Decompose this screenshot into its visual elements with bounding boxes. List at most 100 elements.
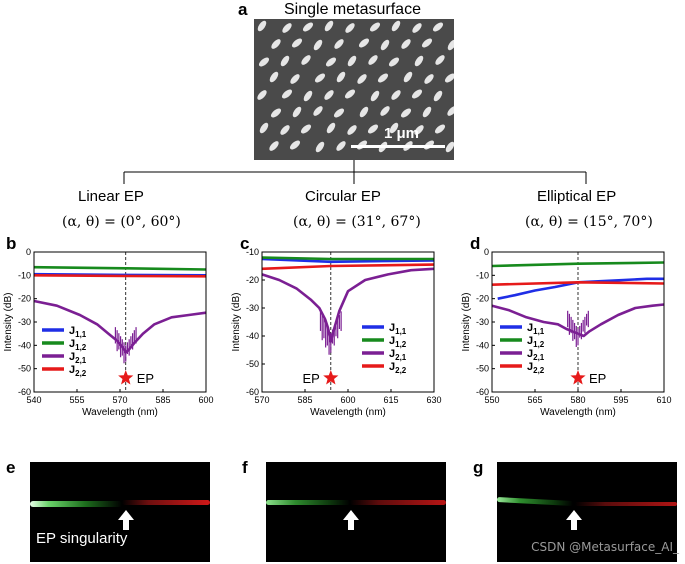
y-tick-label: -50: [476, 364, 489, 374]
y-tick-label: -30: [476, 317, 489, 327]
x-tick-label: 615: [383, 395, 398, 405]
legend-subscript: 2,1: [395, 353, 407, 362]
legend-label-2-2: J2,2: [389, 361, 407, 375]
branch-connector: [123, 160, 587, 184]
y-axis-label: Intensity (dB): [231, 293, 242, 352]
branch-param-elliptical: (α, θ) = (15°, 70°): [525, 214, 653, 230]
legend-subscript: 2,2: [533, 366, 545, 375]
y-tick-label: -30: [246, 303, 259, 313]
arrow-up-g: [566, 510, 582, 520]
y-tick-label: -40: [246, 331, 259, 341]
sem-pillar: [447, 106, 454, 116]
sem-pillar: [300, 124, 312, 134]
sem-pillar: [391, 20, 401, 32]
x-tick-label: 555: [69, 395, 84, 405]
beam-green-f: [266, 500, 350, 505]
sem-pillar: [314, 73, 326, 83]
y-tick-label: -10: [476, 270, 489, 280]
sem-pillar: [313, 39, 323, 51]
x-axis-label: Wavelength (nm): [540, 407, 616, 418]
sem-pillar: [289, 140, 301, 150]
legend-subscript: 1,2: [533, 340, 545, 349]
sem-pillar: [270, 108, 282, 118]
sem-pillar: [313, 106, 323, 116]
sem-pillar: [444, 73, 454, 83]
legend-label-2-2: J2,2: [69, 364, 87, 378]
panel-letter-f: f: [242, 458, 248, 477]
legend-label-2-1: J2,1: [69, 351, 87, 365]
sem-pillar: [380, 106, 390, 116]
sem-pillar: [401, 39, 411, 49]
x-axis-label: Wavelength (nm): [82, 407, 158, 418]
x-tick-label: 570: [254, 395, 269, 405]
x-tick-label: 565: [527, 395, 542, 405]
branch-title-circular: Circular EP: [305, 188, 381, 205]
x-tick-label: 550: [484, 395, 499, 405]
sem-pillar: [424, 74, 434, 84]
legend-label-1-2: J1,2: [527, 335, 545, 349]
plot-frame: [491, 251, 665, 393]
y-tick-label: -60: [476, 387, 489, 397]
sem-pillar: [258, 57, 270, 67]
sem-pillar: [259, 122, 269, 134]
sem-pillar: [414, 125, 424, 135]
y-tick-label: -20: [18, 294, 31, 304]
ep-label: EP: [589, 371, 606, 386]
panel-letter-d: d: [470, 234, 481, 253]
sem-pillar: [324, 90, 334, 100]
chart-d: 550 565 580 595 610 0 -10 -20 -30 -40 -50 -60 Wavele…: [461, 247, 672, 418]
sem-pillar: [280, 125, 290, 135]
sem-pillar: [333, 108, 345, 118]
arrow-up-f: [343, 510, 359, 520]
arrow-up-e: [118, 510, 134, 520]
sem-pillar: [336, 71, 346, 83]
sem-pillar: [326, 122, 336, 134]
sem-pillar: [447, 39, 454, 51]
legend-label-2-2: J2,2: [527, 361, 545, 375]
scale-bar: [351, 145, 445, 148]
legend-subscript: 2,1: [533, 353, 545, 362]
beam-image-e: EP singularity: [30, 462, 210, 562]
sem-pillar: [280, 55, 290, 67]
sem-pillar: [325, 57, 337, 67]
sem-pillar: [391, 90, 401, 100]
panel-letter-b: b: [6, 234, 17, 253]
branch-title-elliptical: Elliptical EP: [537, 188, 617, 205]
sem-pillar: [370, 90, 380, 102]
sem-pillar: [347, 55, 357, 67]
sem-pillar: [257, 90, 267, 100]
y-tick-label: -40: [476, 340, 489, 350]
legend-subscript: 2,2: [75, 369, 87, 378]
legend-label-1-1: J1,1: [69, 325, 87, 339]
x-tick-label: 585: [155, 395, 170, 405]
y-tick-label: -10: [18, 270, 31, 280]
x-tick-label: 570: [112, 395, 127, 405]
legend-subscript: 2,2: [395, 366, 407, 375]
sem-pillar: [359, 106, 369, 118]
series-line-J2-2: [33, 274, 207, 278]
sem-pillar: [292, 106, 302, 118]
sem-pillar: [421, 38, 433, 48]
plot-frame: [261, 251, 435, 393]
sem-pillar: [435, 55, 445, 65]
beam-image-g: [497, 462, 677, 562]
y-tick-label: -50: [18, 364, 31, 374]
sem-pillar: [369, 22, 381, 32]
figure-title: Single metasurface: [284, 1, 421, 18]
ep-label: EP: [137, 371, 154, 386]
arrow-stem-f: [348, 519, 354, 530]
sem-pillar: [422, 106, 432, 118]
y-tick-label: -60: [18, 387, 31, 397]
y-tick-label: 0: [484, 247, 489, 257]
beam-green-e: [30, 501, 122, 507]
chart-c: 570 585 600 615 630 -10 -20 -30 -40 -50 -60 Wavelen…: [231, 247, 442, 418]
sem-pillar: [432, 22, 444, 32]
scale-bar-label: 1 μm: [384, 125, 420, 142]
legend-subscript: 1,1: [75, 330, 87, 339]
panel-letter-e: e: [6, 458, 16, 477]
ep-star-icon: [570, 370, 586, 385]
panel-letter-g: g: [473, 458, 484, 477]
x-tick-label: 585: [297, 395, 312, 405]
sem-pillar: [344, 89, 356, 99]
series-line-J1-1: [261, 257, 435, 264]
